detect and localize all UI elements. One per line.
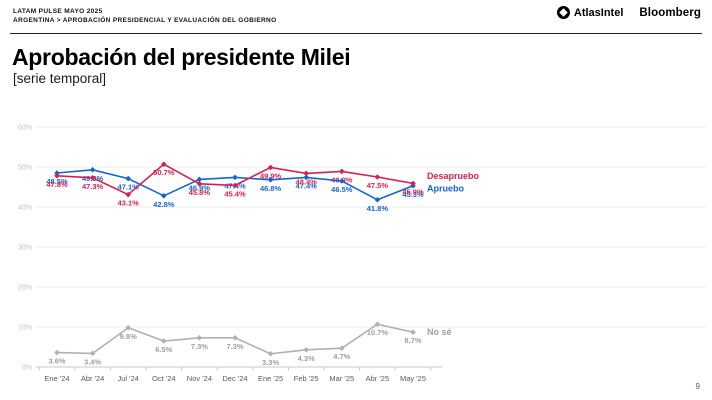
brand-logos: AtlasIntel Bloomberg: [556, 6, 701, 19]
svg-text:Abr '24: Abr '24: [81, 374, 105, 383]
svg-text:50%: 50%: [18, 165, 32, 172]
svg-text:8.7%: 8.7%: [404, 336, 421, 345]
page-number: 9: [695, 382, 700, 391]
legend-apruebo: Apruebo: [427, 184, 465, 194]
svg-text:43.1%: 43.1%: [118, 199, 140, 208]
gridlines: [36, 126, 706, 328]
svg-text:10.7%: 10.7%: [367, 328, 389, 337]
svg-text:47.1%: 47.1%: [118, 183, 140, 192]
x-axis: [36, 366, 442, 371]
svg-text:7.3%: 7.3%: [191, 342, 208, 351]
svg-text:4.3%: 4.3%: [298, 354, 315, 363]
svg-text:50.7%: 50.7%: [153, 168, 175, 177]
svg-text:May '25: May '25: [400, 374, 426, 383]
header-divider: [10, 33, 702, 34]
svg-text:47.3%: 47.3%: [82, 182, 104, 191]
svg-text:47.4%: 47.4%: [296, 181, 318, 190]
atlasintel-logo-icon: [556, 6, 570, 19]
svg-text:40%: 40%: [18, 205, 32, 212]
svg-text:46.5%: 46.5%: [331, 185, 353, 194]
atlasintel-wordmark: AtlasIntel: [573, 6, 624, 19]
svg-text:Jul '24: Jul '24: [117, 374, 138, 383]
svg-text:46.8%: 46.8%: [260, 184, 282, 193]
page-title: Aprobación del presidente Milei: [12, 44, 351, 70]
svg-text:42.8%: 42.8%: [153, 200, 175, 209]
svg-text:41.8%: 41.8%: [367, 204, 389, 213]
svg-text:Abr '25: Abr '25: [366, 374, 390, 383]
svg-text:Feb '25: Feb '25: [294, 374, 319, 383]
svg-text:9.8%: 9.8%: [120, 332, 137, 341]
svg-text:10%: 10%: [18, 325, 32, 332]
svg-text:20%: 20%: [18, 285, 32, 292]
legend: No sé Apruebo Desapruebo: [427, 171, 480, 337]
svg-text:4.7%: 4.7%: [333, 352, 350, 361]
svg-text:Oct '24: Oct '24: [152, 374, 176, 383]
svg-text:30%: 30%: [18, 245, 32, 252]
svg-text:Ene '25: Ene '25: [258, 374, 283, 383]
series-no-se-line: [54, 321, 416, 357]
svg-text:6.5%: 6.5%: [155, 345, 172, 354]
svg-text:45.9%: 45.9%: [402, 187, 424, 196]
approval-line-chart: 0% 10% 20% 30% 40% 50% 60% Ene '24 Abr '24 Jul '2…: [18, 125, 706, 383]
svg-text:49.9%: 49.9%: [260, 171, 282, 180]
svg-text:7.3%: 7.3%: [226, 342, 243, 351]
svg-text:Ene '24: Ene '24: [44, 374, 69, 383]
series-no-se-labels: 3.6% 3.4% 9.8% 6.5% 7.3% 7.3% 3.3% 4.3% 4.7% 10.7…: [48, 328, 421, 367]
svg-text:45.8%: 45.8%: [189, 188, 211, 197]
legend-no-se: No sé: [427, 327, 452, 337]
atlasintel-logo: AtlasIntel: [556, 6, 624, 19]
svg-text:Mar '25: Mar '25: [329, 374, 354, 383]
svg-text:3.6%: 3.6%: [48, 357, 65, 366]
svg-text:0%: 0%: [22, 365, 32, 372]
svg-text:45.3%: 45.3%: [402, 190, 424, 199]
svg-text:3.4%: 3.4%: [84, 357, 101, 366]
breadcrumb: ARGENTINA > APROBACIÓN PRESIDENCIAL Y EV…: [13, 17, 277, 24]
y-axis-labels: 0% 10% 20% 30% 40% 50% 60%: [18, 125, 32, 372]
svg-text:60%: 60%: [18, 125, 32, 132]
svg-text:46.9%: 46.9%: [189, 183, 211, 192]
report-kicker: LATAM PULSE MAYO 2025: [13, 8, 103, 15]
svg-text:Nov '24: Nov '24: [187, 374, 212, 383]
svg-text:Dec '24: Dec '24: [222, 374, 247, 383]
svg-text:45.4%: 45.4%: [224, 189, 246, 198]
legend-desapruebo: Desapruebo: [427, 171, 480, 181]
x-axis-labels: Ene '24 Abr '24 Jul '24 Oct '24 Nov '24 Dec '…: [44, 374, 426, 383]
svg-text:47.5%: 47.5%: [367, 181, 389, 190]
svg-text:47.8%: 47.8%: [46, 180, 68, 189]
bloomberg-wordmark: Bloomberg: [639, 6, 701, 19]
svg-text:3.3%: 3.3%: [262, 358, 279, 367]
svg-text:48.5%: 48.5%: [46, 177, 68, 186]
page-subtitle: [serie temporal]: [13, 71, 107, 86]
svg-text:48.4%: 48.4%: [296, 177, 318, 186]
